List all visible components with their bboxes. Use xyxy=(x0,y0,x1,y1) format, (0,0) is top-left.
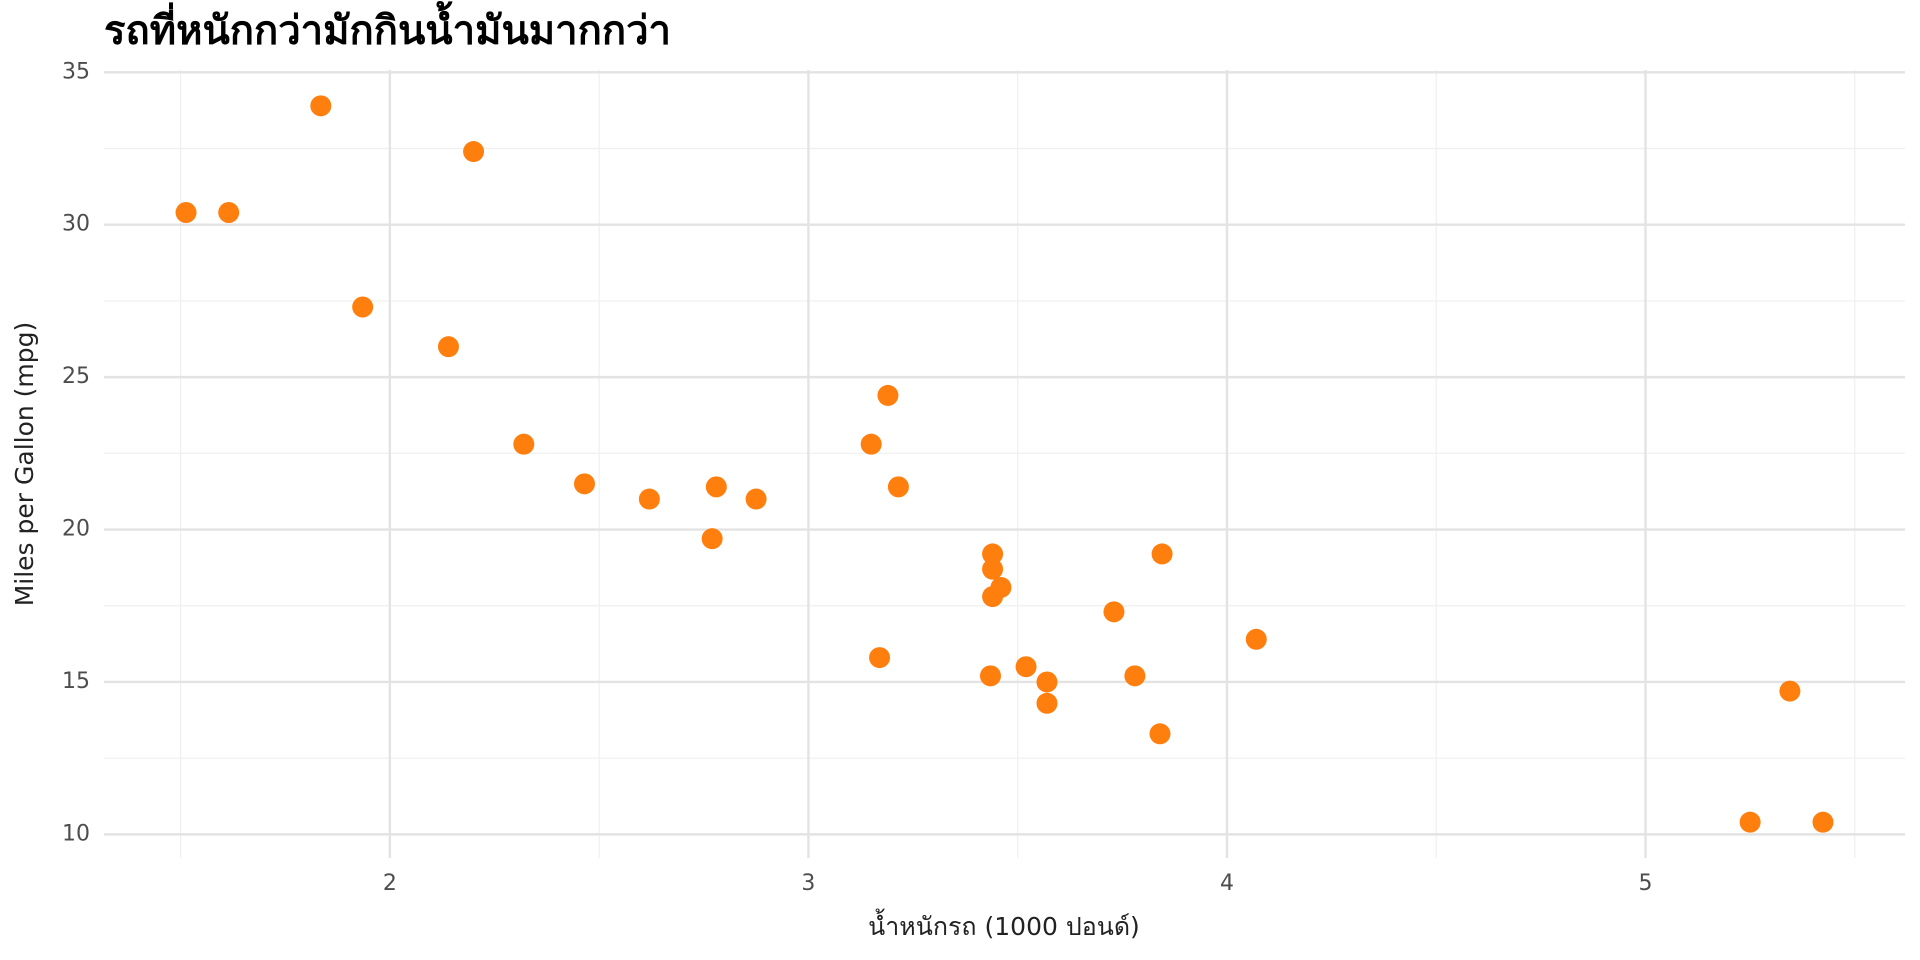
point xyxy=(1124,665,1146,687)
x-tick-label: 2 xyxy=(383,871,397,896)
point xyxy=(982,586,1004,608)
point xyxy=(982,558,1004,580)
point xyxy=(877,384,899,406)
chart-title: รถที่หนักกว่ามักกินน้ำมันมากกว่า xyxy=(104,1,671,54)
x-tick-label: 3 xyxy=(801,871,815,896)
x-tick-label: 5 xyxy=(1639,871,1653,896)
y-axis-title: Miles per Gallon (mpg) xyxy=(10,322,39,607)
point xyxy=(1149,723,1171,745)
point xyxy=(218,202,240,224)
point xyxy=(701,528,723,550)
point xyxy=(982,543,1004,565)
point xyxy=(1036,671,1058,693)
y-tick-label: 30 xyxy=(62,212,90,237)
x-tick-label: 4 xyxy=(1220,871,1234,896)
point xyxy=(745,488,767,510)
y-tick-label: 25 xyxy=(62,364,90,389)
point xyxy=(860,433,882,455)
point xyxy=(175,202,197,224)
point xyxy=(1739,811,1761,833)
point xyxy=(1151,543,1173,565)
point xyxy=(887,476,909,498)
point xyxy=(463,141,485,163)
point xyxy=(437,336,459,358)
point xyxy=(1015,656,1037,678)
point xyxy=(352,296,374,318)
point xyxy=(1036,692,1058,714)
y-tick-label: 15 xyxy=(62,669,90,694)
point xyxy=(869,647,891,669)
point xyxy=(573,473,595,495)
point xyxy=(638,488,660,510)
y-tick-label: 35 xyxy=(62,59,90,84)
point xyxy=(979,665,1001,687)
point xyxy=(1779,680,1801,702)
point xyxy=(705,476,727,498)
point xyxy=(1812,811,1834,833)
point xyxy=(1103,601,1125,623)
point xyxy=(310,95,332,117)
x-axis-title: น้ำหนักรถ (1000 ปอนด์) xyxy=(868,908,1140,941)
point xyxy=(513,433,535,455)
point xyxy=(1245,628,1267,650)
y-tick-label: 10 xyxy=(62,821,90,846)
y-tick-label: 20 xyxy=(62,517,90,542)
